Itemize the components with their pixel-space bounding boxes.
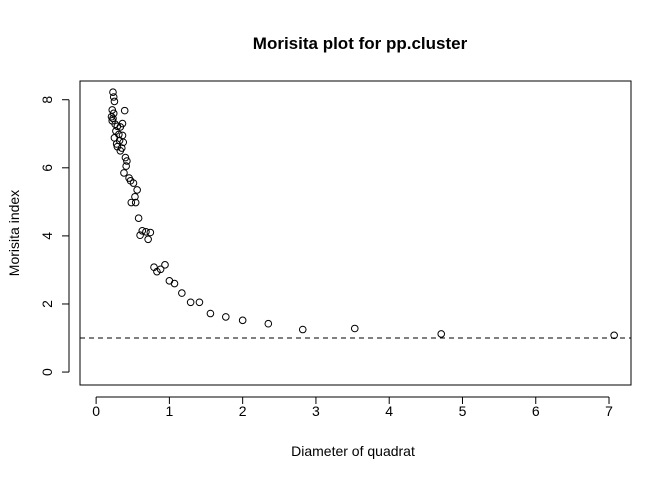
- y-axis-ticks: 0 2 4 6 8: [39, 96, 69, 376]
- data-point: [123, 157, 131, 165]
- data-point: [120, 169, 128, 177]
- plot-frame: [79, 80, 632, 386]
- data-point: [195, 298, 204, 307]
- chart-title: Morisita plot for pp.cluster: [253, 34, 468, 53]
- data-point: [131, 192, 139, 201]
- data-point: [222, 313, 230, 321]
- data-point: [109, 88, 117, 97]
- data-point: [133, 186, 141, 194]
- data-point: [136, 231, 144, 240]
- x-axis-label: Diameter of quadrat: [291, 443, 415, 459]
- y-tick-label: 4: [39, 232, 55, 240]
- data-point: [107, 112, 116, 121]
- x-tick-label: 0: [92, 403, 100, 419]
- data-point: [116, 146, 125, 155]
- data-point: [350, 324, 359, 333]
- data-point: [127, 198, 136, 207]
- data-point: [437, 330, 446, 338]
- data-point: [206, 309, 215, 318]
- data-point: [129, 179, 138, 187]
- data-point: [161, 261, 169, 269]
- data-point: [178, 289, 186, 297]
- data-point: [186, 298, 195, 307]
- data-point: [144, 235, 152, 244]
- x-tick-label: 2: [239, 403, 247, 419]
- y-tick-label: 2: [39, 300, 55, 308]
- data-point: [238, 316, 247, 325]
- data-point: [131, 198, 140, 207]
- y-tick-label: 6: [39, 164, 55, 172]
- x-tick-label: 7: [605, 403, 613, 419]
- data-point: [120, 106, 129, 115]
- data-point: [264, 319, 273, 328]
- data-point: [298, 325, 307, 334]
- y-axis-label: Morisita index: [6, 190, 22, 276]
- x-axis-ticks: 0 1 2 3 4 5 6 7: [92, 397, 613, 419]
- data-point: [156, 265, 165, 274]
- x-tick-label: 5: [459, 403, 467, 419]
- data-point: [142, 228, 150, 236]
- y-tick-label: 8: [39, 96, 55, 104]
- x-tick-label: 3: [312, 403, 320, 419]
- data-point: [146, 228, 155, 237]
- data-point: [109, 93, 118, 101]
- x-tick-label: 1: [165, 403, 173, 419]
- data-point: [610, 331, 618, 340]
- x-tick-label: 4: [385, 403, 393, 419]
- data-point: [134, 214, 143, 222]
- y-tick-label: 0: [39, 368, 55, 376]
- data-point: [138, 226, 147, 235]
- data-points: [107, 88, 618, 340]
- x-tick-label: 6: [532, 403, 540, 419]
- data-point: [110, 97, 119, 106]
- data-point: [118, 119, 127, 128]
- data-point: [170, 279, 179, 288]
- data-point: [122, 162, 130, 170]
- data-point: [121, 153, 130, 162]
